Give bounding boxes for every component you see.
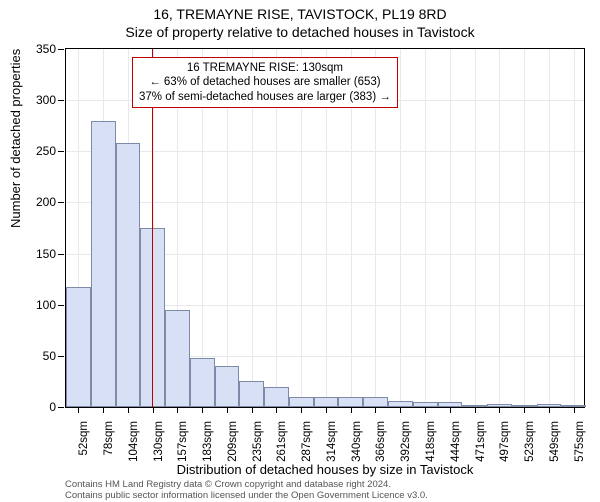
- histogram-bar: [537, 404, 562, 407]
- xtick: [425, 407, 426, 413]
- ytick: [58, 49, 64, 50]
- histogram-bar: [512, 405, 537, 407]
- title-line-2: Size of property relative to detached ho…: [0, 24, 600, 40]
- infobox-line-3: 37% of semi-detached houses are larger (…: [139, 90, 391, 104]
- xtick: [400, 407, 401, 413]
- histogram-bar: [165, 310, 190, 407]
- xtick: [78, 407, 79, 413]
- xtick: [177, 407, 178, 413]
- ytick-label: 50: [43, 349, 56, 363]
- histogram-plot: 16 TREMAYNE RISE: 130sqm ← 63% of detach…: [65, 48, 585, 408]
- ytick: [58, 356, 64, 357]
- xtick: [301, 407, 302, 413]
- histogram-bar: [116, 143, 141, 407]
- xtick: [252, 407, 253, 413]
- title-line-1: 16, TREMAYNE RISE, TAVISTOCK, PL19 8RD: [0, 6, 600, 22]
- xtick: [202, 407, 203, 413]
- ytick-label: 300: [36, 93, 56, 107]
- ytick: [58, 254, 64, 255]
- annotation-infobox: 16 TREMAYNE RISE: 130sqm ← 63% of detach…: [132, 57, 398, 108]
- xtick: [103, 407, 104, 413]
- histogram-bar: [289, 397, 314, 407]
- histogram-bar: [561, 405, 586, 407]
- xtick: [351, 407, 352, 413]
- ytick-label: 250: [36, 144, 56, 158]
- credit-line-2: Contains public sector information licen…: [65, 491, 585, 502]
- histogram-bar: [363, 397, 388, 407]
- histogram-bar: [264, 387, 289, 407]
- ytick-label: 0: [49, 400, 56, 414]
- xtick: [450, 407, 451, 413]
- histogram-bar: [388, 401, 413, 407]
- ytick: [58, 151, 64, 152]
- histogram-bar: [487, 404, 512, 407]
- ytick-label: 150: [36, 247, 56, 261]
- histogram-bar: [239, 381, 264, 407]
- xtick: [375, 407, 376, 413]
- histogram-bar: [338, 397, 363, 407]
- xtick: [326, 407, 327, 413]
- histogram-bar: [215, 366, 240, 407]
- histogram-bar: [438, 402, 463, 407]
- histogram-bar: [462, 405, 487, 407]
- ytick: [58, 407, 64, 408]
- y-axis-label: Number of detached properties: [8, 49, 23, 228]
- xtick: [549, 407, 550, 413]
- histogram-bar: [190, 358, 215, 407]
- ytick: [58, 100, 64, 101]
- histogram-bar: [314, 397, 339, 407]
- xtick: [499, 407, 500, 413]
- histogram-bar: [91, 121, 116, 407]
- histogram-bar: [66, 287, 91, 407]
- xtick: [276, 407, 277, 413]
- xtick: [153, 407, 154, 413]
- ytick: [58, 305, 64, 306]
- x-axis-label: Distribution of detached houses by size …: [65, 462, 585, 477]
- xtick: [475, 407, 476, 413]
- xtick: [227, 407, 228, 413]
- xtick: [128, 407, 129, 413]
- ytick-label: 100: [36, 298, 56, 312]
- histogram-bar: [413, 402, 438, 407]
- xtick: [524, 407, 525, 413]
- xtick: [574, 407, 575, 413]
- ytick-label: 200: [36, 195, 56, 209]
- infobox-line-1: 16 TREMAYNE RISE: 130sqm: [139, 61, 391, 75]
- infobox-line-2: ← 63% of detached houses are smaller (65…: [139, 75, 391, 89]
- ytick: [58, 202, 64, 203]
- ytick-label: 350: [36, 42, 56, 56]
- credit-text: Contains HM Land Registry data © Crown c…: [65, 480, 585, 502]
